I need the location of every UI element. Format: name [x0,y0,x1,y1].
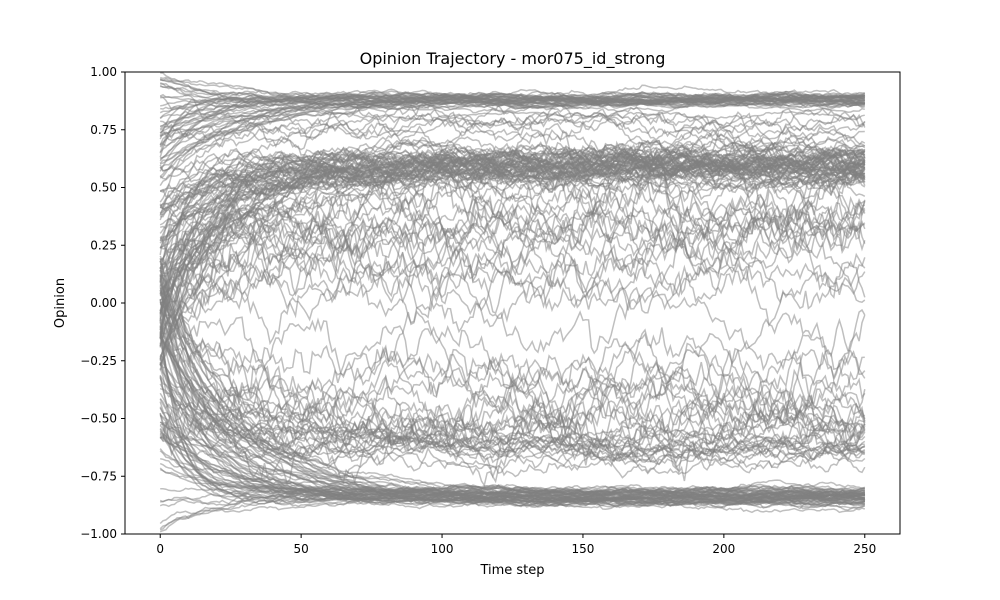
trajectory-line [159,175,866,282]
x-axis-label: Time step [479,563,544,578]
trajectory-line [159,273,866,452]
x-tick-label: 0 [156,542,164,556]
trajectory-line [159,109,865,138]
trajectory-line [159,95,865,142]
y-tick-label: 0.75 [90,123,117,137]
trajectory-line [159,361,866,463]
trajectory-line [159,407,866,474]
trajectory-line [159,357,866,456]
trajectory-line [159,128,866,322]
trajectory-line [159,296,866,454]
y-tick-label: 1.00 [90,65,117,79]
trajectory-line [159,91,865,128]
trajectory-line [159,260,866,454]
y-tick-label: 0.25 [90,238,117,252]
y-tick-label: 0.50 [90,181,117,195]
y-axis-label: Opinion [53,278,68,328]
trajectory-line [159,189,866,310]
trajectory-line [159,309,866,478]
x-tick-label: 50 [293,542,308,556]
x-tick-label: 100 [431,542,454,556]
trajectory-line [159,172,866,309]
trajectory-line [160,154,865,218]
trajectory-lines [159,72,866,533]
trajectory-line [159,148,865,301]
trajectory-line [159,126,866,360]
trajectory-line [159,336,866,509]
x-tick-label: 200 [712,542,735,556]
trajectory-line [159,92,866,162]
trajectory-line [159,260,865,499]
trajectory-line [159,251,866,340]
y-tick-label: −0.75 [80,469,117,483]
x-tick-label: 150 [572,542,595,556]
trajectory-line [160,76,866,105]
trajectory-line [159,325,866,454]
trajectory-line [159,298,865,499]
chart-title: Opinion Trajectory - mor075_id_strong [360,49,666,69]
y-tick-label: −0.50 [80,412,117,426]
y-tick-label: 0.00 [90,296,117,310]
trajectory-line [159,153,866,341]
y-tick-label: −0.25 [80,354,117,368]
trajectory-line [159,375,866,508]
trajectory-line [159,95,865,128]
trajectory-line [159,362,866,461]
y-axis: −1.00 −0.75 −0.50 −0.25 0.00 0.25 0.50 0.75 1.00 [80,65,125,541]
trajectory-line [159,237,866,346]
trajectory-line [159,98,865,178]
trajectory-line [159,149,866,315]
trajectory-line [159,395,866,473]
trajectory-line [159,115,866,203]
trajectory-line [159,200,866,289]
trajectory-line [159,426,865,465]
trajectory-line [159,336,866,514]
x-axis: 0 50 100 150 200 250 [156,534,876,556]
y-tick-label: −1.00 [80,527,117,541]
trajectory-line [159,256,866,411]
x-tick-label: 250 [853,542,876,556]
trajectory-line [159,308,866,415]
trajectory-line [159,171,866,339]
trajectory-line [159,287,866,412]
